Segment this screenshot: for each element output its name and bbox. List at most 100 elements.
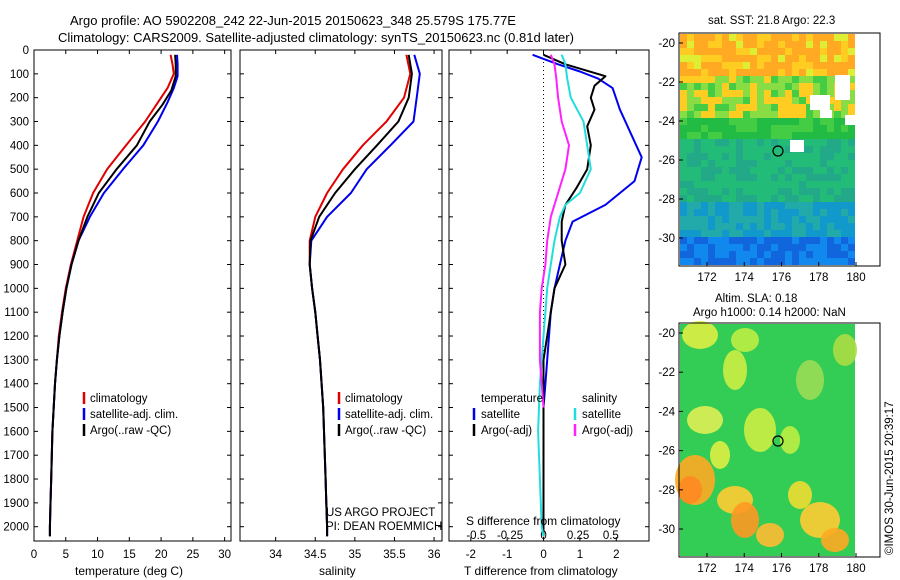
sst-cell xyxy=(834,125,841,132)
sst-cell xyxy=(778,55,785,62)
sst-cell xyxy=(827,202,834,209)
sst-cell xyxy=(813,62,820,69)
sst-cell xyxy=(820,209,827,216)
sst-cell xyxy=(813,237,820,244)
sst-cell xyxy=(820,188,827,195)
sst-cell xyxy=(820,41,827,48)
x-tick-label: 0 xyxy=(31,549,37,561)
sst-cell xyxy=(736,223,743,230)
sst-cell xyxy=(799,195,806,202)
sla-blob xyxy=(788,481,812,509)
sst-cell xyxy=(680,62,687,69)
sst-cell xyxy=(701,104,708,111)
sst-cell xyxy=(680,216,687,223)
sst-cell xyxy=(834,244,841,251)
x-tick-label: 35 xyxy=(348,549,361,561)
sst-cell xyxy=(722,258,729,265)
sst-cell xyxy=(827,209,834,216)
sst-cell xyxy=(715,90,722,97)
sst-cell xyxy=(785,104,792,111)
sst-cell xyxy=(708,111,715,118)
sst-cell xyxy=(694,139,701,146)
sst-cell xyxy=(813,125,820,132)
sst-cell xyxy=(764,216,771,223)
sst-cell xyxy=(848,55,855,62)
sst-gap xyxy=(845,115,855,125)
sst-cell xyxy=(806,195,813,202)
sst-cell xyxy=(687,195,694,202)
sst-cell xyxy=(764,41,771,48)
sst-cell xyxy=(715,132,722,139)
sst-cell xyxy=(694,188,701,195)
x-tick-label: 36 xyxy=(428,549,441,561)
legend-label: satellite-adj. clim. xyxy=(345,409,433,421)
sst-cell xyxy=(680,167,687,174)
sst-cell xyxy=(806,244,813,251)
sst-cell xyxy=(834,153,841,160)
sst-cell xyxy=(792,55,799,62)
sst-cell xyxy=(680,111,687,118)
sst-cell xyxy=(736,230,743,237)
sst-cell xyxy=(841,146,848,153)
sst-cell xyxy=(715,62,722,69)
lat-tick-label: -26 xyxy=(658,155,675,167)
sst-cell xyxy=(799,104,806,111)
sst-cell xyxy=(848,174,855,181)
depth-tick-label: 700 xyxy=(10,212,29,224)
sst-cell xyxy=(799,55,806,62)
sst-cell xyxy=(771,34,778,41)
sst-cell xyxy=(694,97,701,104)
sst-cell xyxy=(764,62,771,69)
sst-cell xyxy=(820,83,827,90)
sst-cell xyxy=(792,216,799,223)
sst-cell xyxy=(715,188,722,195)
sst-cell xyxy=(687,76,694,83)
sla-map: -20 -22 -24 -26 -28 -30 172 174 176 178 180 xyxy=(658,321,866,575)
salinity-legend: climatology satellite-adj. clim. Argo(..… xyxy=(337,392,433,437)
sst-cell xyxy=(841,244,848,251)
difference-plot: -2 -1 0 1 2-0.5 -0.25 0 0.25 0.5 xyxy=(466,50,643,561)
sst-cell xyxy=(813,69,820,76)
depth-axis: 0 100 200 300 400 500 600 700 800 900 1000 1100 1200… xyxy=(3,45,649,534)
sla-blob xyxy=(731,502,759,538)
sst-cell xyxy=(708,125,715,132)
sst-cell xyxy=(820,181,827,188)
sst-cell xyxy=(757,223,764,230)
sst-cell xyxy=(708,251,715,258)
sst-cell xyxy=(813,132,820,139)
sst-cell xyxy=(701,125,708,132)
sst-cell xyxy=(778,188,785,195)
sst-cell xyxy=(841,237,848,244)
sst-cell xyxy=(736,244,743,251)
sst-cell xyxy=(764,160,771,167)
sst-cell xyxy=(736,237,743,244)
sst-cell xyxy=(827,69,834,76)
sst-cell xyxy=(813,202,820,209)
sst-cell xyxy=(799,167,806,174)
sst-cell xyxy=(806,181,813,188)
sst-cell xyxy=(729,90,736,97)
sst-cell xyxy=(771,188,778,195)
x-tick-label: 30 xyxy=(218,549,231,561)
sst-cell xyxy=(680,118,687,125)
sst-cell xyxy=(827,104,834,111)
sst-cell xyxy=(820,62,827,69)
sst-cell xyxy=(729,237,736,244)
sst-cell xyxy=(722,202,729,209)
sst-cell xyxy=(750,62,757,69)
sst-cell xyxy=(715,216,722,223)
sst-cell xyxy=(701,55,708,62)
sst-cell xyxy=(687,202,694,209)
sst-cell xyxy=(757,69,764,76)
sst-cell xyxy=(708,181,715,188)
sst-cell xyxy=(722,223,729,230)
sst-cell xyxy=(806,62,813,69)
sst-cell xyxy=(764,188,771,195)
sst-cell xyxy=(827,41,834,48)
depth-tick-label: 1300 xyxy=(3,355,29,367)
sst-cell xyxy=(757,209,764,216)
sst-cell xyxy=(806,90,813,97)
sst-cell xyxy=(680,209,687,216)
sst-cell xyxy=(715,160,722,167)
s-tick-label: -0.25 xyxy=(497,530,523,542)
